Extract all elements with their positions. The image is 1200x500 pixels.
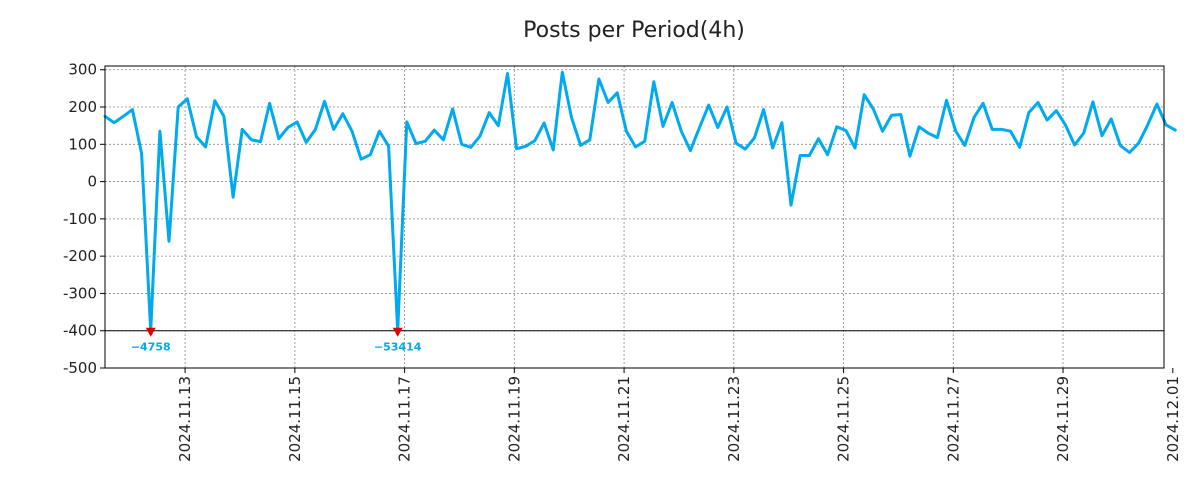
plot-frame xyxy=(104,65,1165,369)
grid xyxy=(105,66,1164,368)
x-tick-label: 2024.11.19 xyxy=(505,376,523,462)
x-tick-label: 2024.11.25 xyxy=(835,376,853,462)
y-tick-label: -200 xyxy=(63,247,97,265)
x-tick-label: 2024.11.13 xyxy=(176,376,194,462)
y-axis-ticks: 300 200 100 0 -100 -200 -300 -400 -500 xyxy=(63,61,105,377)
annotations: −4758 −53414 xyxy=(131,327,422,354)
chart-title: Posts per Period(4h) xyxy=(523,18,745,43)
series-line xyxy=(103,70,1177,333)
outlier-label: −4758 xyxy=(131,341,171,354)
outlier-label: −53414 xyxy=(374,341,422,354)
x-tick-label: 2024.11.15 xyxy=(286,376,304,462)
x-tick-label: 2024.11.27 xyxy=(944,376,962,462)
x-tick-label: 2024.11.29 xyxy=(1054,376,1072,462)
y-tick-label: -400 xyxy=(63,322,97,340)
y-tick-label: 100 xyxy=(68,135,97,153)
outlier-marker xyxy=(145,327,156,337)
y-tick-label: -300 xyxy=(63,284,97,302)
x-axis-ticks: 2024.11.13 2024.11.15 2024.11.17 2024.11.19… xyxy=(176,368,1182,462)
x-tick-label: 2024.11.23 xyxy=(725,376,743,462)
x-tick-label: 2024.11.21 xyxy=(615,376,633,462)
outlier-marker xyxy=(392,327,403,337)
y-tick-label: 0 xyxy=(87,173,97,191)
y-tick-label: -100 xyxy=(63,210,97,228)
y-tick-label: -500 xyxy=(63,359,97,377)
y-tick-label: 200 xyxy=(68,98,97,116)
y-tick-label: 300 xyxy=(68,61,97,79)
x-tick-label: 2024.11.17 xyxy=(396,376,414,462)
x-tick-label: 2024.12.01 xyxy=(1164,376,1182,462)
